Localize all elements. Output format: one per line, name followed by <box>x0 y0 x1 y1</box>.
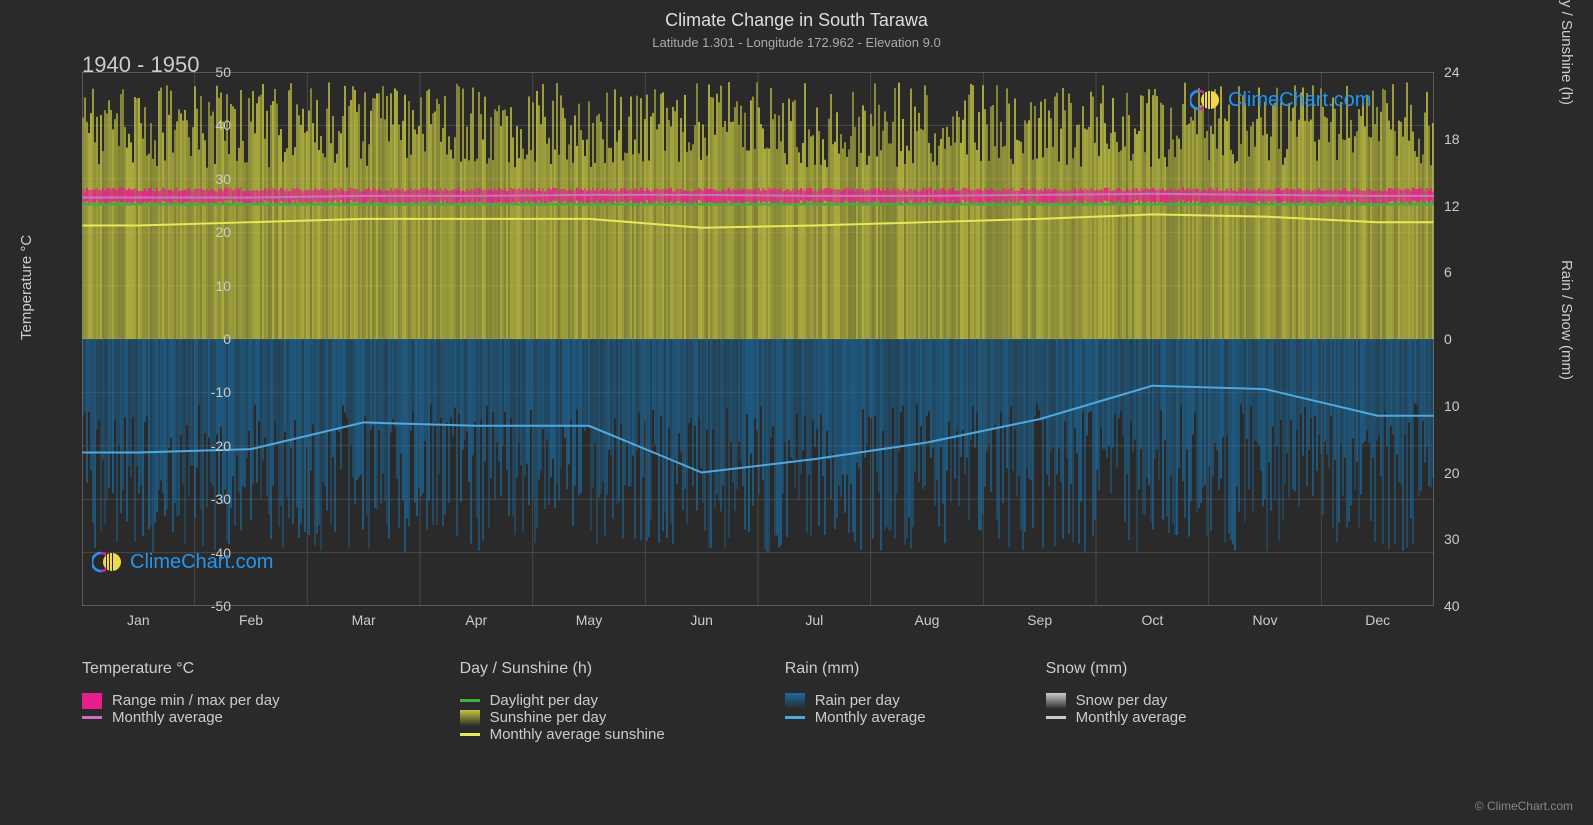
legend-swatch <box>460 710 480 726</box>
legend-header: Snow (mm) <box>1046 660 1187 678</box>
x-tick: Jun <box>690 612 713 628</box>
legend-item: Daylight per day <box>460 692 665 709</box>
y-tick-left: 40 <box>215 117 231 133</box>
legend-item: Range min / max per day <box>82 692 280 709</box>
logo-text: ClimeChart.com <box>130 551 273 574</box>
legend-swatch <box>785 716 805 719</box>
x-tick: Jan <box>127 612 150 628</box>
y-tick-right: 24 <box>1444 64 1460 80</box>
legend-label: Monthly average <box>815 709 926 726</box>
legend-swatch <box>460 733 480 736</box>
legend-temperature: Temperature °C Range min / max per dayMo… <box>82 660 280 743</box>
legend-item: Sunshine per day <box>460 709 665 726</box>
legend-swatch <box>1046 693 1066 709</box>
legend-swatch <box>82 716 102 719</box>
y-tick-right: 0 <box>1444 331 1452 347</box>
legend-label: Daylight per day <box>490 692 598 709</box>
x-tick: May <box>576 612 602 628</box>
legend-rain: Rain (mm) Rain per dayMonthly average <box>785 660 926 743</box>
legend-daysun: Day / Sunshine (h) Daylight per daySunsh… <box>460 660 665 743</box>
legend-header: Rain (mm) <box>785 660 926 678</box>
legend-label: Range min / max per day <box>112 692 280 709</box>
legend-label: Monthly average <box>1076 709 1187 726</box>
y-tick-left: -30 <box>211 491 231 507</box>
y-tick-right: 18 <box>1444 131 1460 147</box>
legend-snow: Snow (mm) Snow per dayMonthly average <box>1046 660 1187 743</box>
y-tick-left: 20 <box>215 224 231 240</box>
y-tick-right: 10 <box>1444 398 1460 414</box>
legend-item: Monthly average <box>1046 709 1187 726</box>
y-tick-right: 20 <box>1444 465 1460 481</box>
y-axis-right-top-label: Day / Sunshine (h) <box>1558 0 1575 105</box>
chart-title: Climate Change in South Tarawa <box>0 0 1593 31</box>
y-tick-left: 30 <box>215 171 231 187</box>
legend-label: Monthly average sunshine <box>490 726 665 743</box>
y-tick-left: 50 <box>215 64 231 80</box>
y-tick-right: 30 <box>1444 531 1460 547</box>
legend-label: Rain per day <box>815 692 900 709</box>
legend-label: Snow per day <box>1076 692 1168 709</box>
legend-swatch <box>460 699 480 702</box>
chart-subtitle: Latitude 1.301 - Longitude 172.962 - Ele… <box>0 31 1593 50</box>
x-tick: Sep <box>1027 612 1052 628</box>
y-tick-left: 10 <box>215 278 231 294</box>
y-axis-right-bottom-label: Rain / Snow (mm) <box>1558 260 1575 380</box>
x-tick: Mar <box>352 612 376 628</box>
legend-label: Sunshine per day <box>490 709 607 726</box>
y-tick-left: -20 <box>211 438 231 454</box>
y-tick-right: 40 <box>1444 598 1460 614</box>
logo-top: ClimeChart.com <box>1190 88 1371 112</box>
legend-header: Day / Sunshine (h) <box>460 660 665 678</box>
x-tick: Oct <box>1141 612 1163 628</box>
legend-swatch <box>785 693 805 709</box>
logo-bottom: ClimeChart.com <box>92 550 273 574</box>
x-tick: Apr <box>465 612 487 628</box>
legend-label: Monthly average <box>112 709 223 726</box>
plot-area <box>82 72 1434 606</box>
legend-item: Rain per day <box>785 692 926 709</box>
y-tick-right: 6 <box>1444 264 1452 280</box>
legend-item: Monthly average <box>82 709 280 726</box>
y-axis-left-label: Temperature °C <box>18 235 35 340</box>
x-tick: Aug <box>915 612 940 628</box>
legend: Temperature °C Range min / max per dayMo… <box>82 660 1434 743</box>
logo-icon <box>92 550 124 574</box>
x-tick: Feb <box>239 612 263 628</box>
x-tick: Jul <box>805 612 823 628</box>
climate-chart: Climate Change in South Tarawa Latitude … <box>0 0 1593 825</box>
legend-swatch <box>1046 716 1066 719</box>
legend-item: Monthly average sunshine <box>460 726 665 743</box>
x-tick: Dec <box>1365 612 1390 628</box>
y-tick-left: 0 <box>223 331 231 347</box>
y-tick-right: 12 <box>1444 198 1460 214</box>
logo-icon <box>1190 88 1222 112</box>
x-tick: Nov <box>1253 612 1278 628</box>
legend-item: Snow per day <box>1046 692 1187 709</box>
copyright-text: © ClimeChart.com <box>1475 799 1573 813</box>
y-tick-left: -10 <box>211 384 231 400</box>
y-tick-left: -50 <box>211 598 231 614</box>
legend-item: Monthly average <box>785 709 926 726</box>
logo-text: ClimeChart.com <box>1228 89 1371 112</box>
legend-header: Temperature °C <box>82 660 280 678</box>
legend-swatch <box>82 693 102 709</box>
